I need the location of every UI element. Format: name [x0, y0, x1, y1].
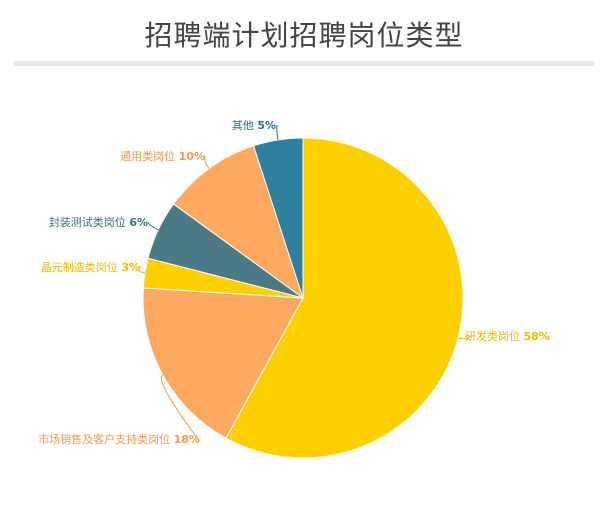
leader-line: [147, 221, 159, 231]
chart-title: 招聘端计划招聘岗位类型: [144, 19, 464, 52]
pie-slice[interactable]: [252, 137, 304, 299]
leader-line: [204, 155, 210, 169]
slice-label: 封装测试类岗位 6%: [49, 215, 148, 229]
leader-line: [138, 265, 146, 274]
title-divider: [14, 61, 594, 66]
slice-label: 研发类岗位 58%: [465, 329, 550, 343]
slice-label: 晶元制造类岗位 3%: [41, 260, 140, 274]
slice-label: 市场销售及客户支持类岗位 18%: [38, 432, 200, 446]
slice-label: 通用类岗位 10%: [120, 149, 205, 163]
pie-slice[interactable]: [225, 137, 464, 459]
leader-line: [457, 335, 471, 340]
leader-line: [276, 124, 279, 141]
pie-slice[interactable]: [142, 287, 304, 439]
slice-label: 其他 5%: [232, 119, 276, 132]
leader-line: [160, 374, 199, 440]
